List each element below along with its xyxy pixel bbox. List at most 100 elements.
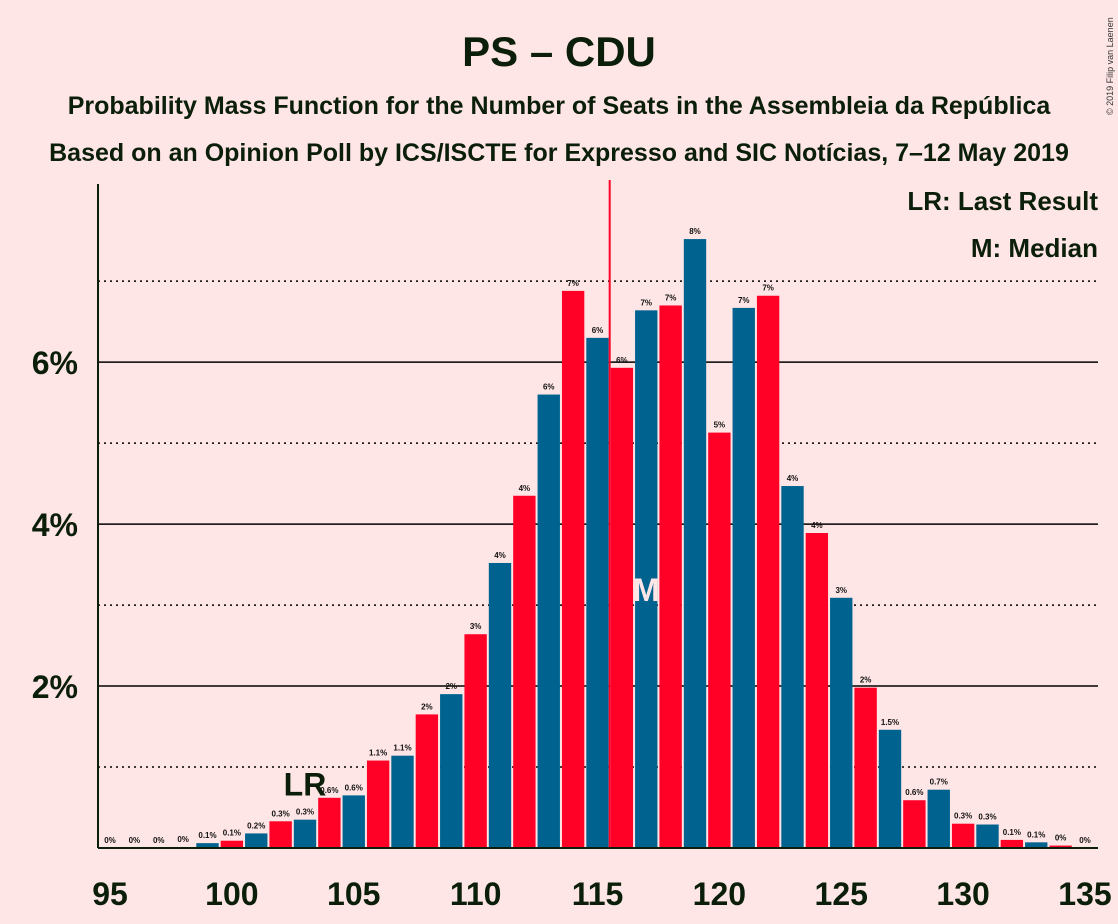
bar-label-seat-102: 0.3% xyxy=(272,809,290,818)
x-tick-label: 110 xyxy=(450,876,502,912)
bar-seat-108 xyxy=(415,714,439,848)
bar-label-seat-113: 6% xyxy=(543,383,555,392)
bar-label-seat-99: 0.1% xyxy=(198,831,216,840)
y-tick-labels: 2% 4% 6% xyxy=(32,345,78,705)
bar-label-seat-119: 8% xyxy=(689,227,701,236)
x-tick-label: 105 xyxy=(327,876,380,912)
bar-label-seat-110: 3% xyxy=(470,622,482,631)
bar-label-seat-125: 3% xyxy=(835,586,847,595)
x-tick-label: 95 xyxy=(92,876,128,912)
bar-label-seat-129: 0.7% xyxy=(930,778,948,787)
bar-seat-133 xyxy=(1025,842,1048,848)
bar-label-seat-124: 4% xyxy=(811,521,823,530)
bar-seat-127 xyxy=(878,729,902,848)
x-tick-label: 130 xyxy=(936,876,989,912)
bar-seat-109 xyxy=(440,694,463,848)
x-tick-label: 100 xyxy=(205,876,258,912)
x-tick-label: 125 xyxy=(815,876,868,912)
bar-seat-111 xyxy=(488,562,512,848)
bar-label-seat-115: 6% xyxy=(592,326,604,335)
bar-label-seat-104: 0.6% xyxy=(320,786,338,795)
bar-label-seat-97: 0% xyxy=(153,836,165,845)
bar-label-seat-116: 6% xyxy=(616,356,628,365)
bar-label-seat-101: 0.2% xyxy=(247,821,265,830)
bar-labels-group: 0% 0% 0% 0% 0.1% 0.1% 0.2% 0.3% 0.3% 0.6% 0.6% 1.1%… xyxy=(104,227,1091,845)
bar-label-seat-95: 0% xyxy=(104,836,116,845)
bar-seat-120 xyxy=(708,432,731,848)
bar-label-seat-121: 7% xyxy=(738,296,750,305)
bar-seat-100 xyxy=(220,840,244,848)
bar-label-seat-133: 0.1% xyxy=(1027,830,1045,839)
bar-seat-110 xyxy=(464,634,487,848)
bar-seat-107 xyxy=(391,755,414,848)
bar-seat-101 xyxy=(245,833,268,848)
median-marker: M xyxy=(633,572,660,608)
bar-seat-104 xyxy=(318,797,341,848)
bar-label-seat-108: 2% xyxy=(421,702,433,711)
bar-seat-103 xyxy=(293,819,317,848)
bar-seat-106 xyxy=(366,760,390,848)
bar-seat-124 xyxy=(805,533,829,848)
bar-seat-125 xyxy=(830,597,853,848)
bar-label-seat-134: 0% xyxy=(1055,834,1067,843)
y-tick-label: 6% xyxy=(32,345,78,381)
bar-seat-112 xyxy=(513,495,536,848)
bar-seat-132 xyxy=(1000,839,1024,848)
legend-median: M: Median xyxy=(971,233,1098,263)
bar-seat-131 xyxy=(976,824,999,848)
bar-label-seat-135: 0% xyxy=(1079,836,1091,845)
bar-label-seat-123: 4% xyxy=(787,474,799,483)
bar-seat-128 xyxy=(903,800,926,848)
bar-label-seat-107: 1.1% xyxy=(393,744,411,753)
bar-label-seat-105: 0.6% xyxy=(345,783,363,792)
bar-seat-105 xyxy=(342,795,365,848)
copyright-text: © 2019 Filip van Laenen xyxy=(1105,17,1115,115)
x-tick-labels: 95 100 105 110 115 120 125 130 135 xyxy=(92,876,1111,912)
last-result-marker: LR xyxy=(284,767,327,803)
bar-label-seat-117: 7% xyxy=(640,298,652,307)
bar-seat-134 xyxy=(1049,845,1072,848)
bar-seat-129 xyxy=(927,789,950,848)
bar-label-seat-100: 0.1% xyxy=(223,829,241,838)
chart-subtitle-2: Based on an Opinion Poll by ICS/ISCTE fo… xyxy=(49,139,1069,167)
bar-label-seat-131: 0.3% xyxy=(978,813,996,822)
chart-subtitle: Probability Mass Function for the Number… xyxy=(68,92,1052,120)
bar-seat-114 xyxy=(561,290,585,848)
bar-seat-99 xyxy=(196,843,219,848)
y-tick-label: 2% xyxy=(32,669,78,705)
bar-label-seat-128: 0.6% xyxy=(905,788,923,797)
bar-label-seat-111: 4% xyxy=(494,551,506,560)
chart-title: PS – CDU xyxy=(462,28,656,75)
x-tick-label: 115 xyxy=(572,876,624,912)
x-tick-label: 135 xyxy=(1058,876,1111,912)
bar-seat-115 xyxy=(586,337,609,848)
bar-label-seat-122: 7% xyxy=(762,284,774,293)
bar-seat-113 xyxy=(537,394,560,848)
bar-label-seat-103: 0.3% xyxy=(296,808,314,817)
bar-label-seat-106: 1.1% xyxy=(369,749,387,758)
y-tick-label: 4% xyxy=(32,507,78,543)
bar-label-seat-126: 2% xyxy=(860,676,872,685)
bar-label-seat-98: 0% xyxy=(177,835,189,844)
bar-seat-118 xyxy=(659,305,682,849)
bar-label-seat-127: 1.5% xyxy=(881,718,899,727)
bar-seat-123 xyxy=(781,486,804,848)
bar-label-seat-118: 7% xyxy=(665,293,677,302)
bar-seat-130 xyxy=(951,823,975,848)
bar-label-seat-130: 0.3% xyxy=(954,812,972,821)
bar-label-seat-120: 5% xyxy=(714,421,726,430)
bars-group xyxy=(171,239,1072,849)
bar-label-seat-114: 7% xyxy=(567,279,579,288)
bar-seat-116 xyxy=(610,367,634,848)
bar-seat-117 xyxy=(635,310,658,848)
bar-label-seat-96: 0% xyxy=(129,836,141,845)
bar-label-seat-109: 2% xyxy=(445,682,457,691)
x-tick-label: 120 xyxy=(693,876,746,912)
bar-seat-122 xyxy=(756,295,780,848)
legend-last-result: LR: Last Result xyxy=(907,186,1098,216)
bar-seat-126 xyxy=(854,687,877,848)
bar-seat-119 xyxy=(683,239,707,848)
bar-label-seat-132: 0.1% xyxy=(1003,828,1021,837)
bar-seat-121 xyxy=(732,307,755,848)
